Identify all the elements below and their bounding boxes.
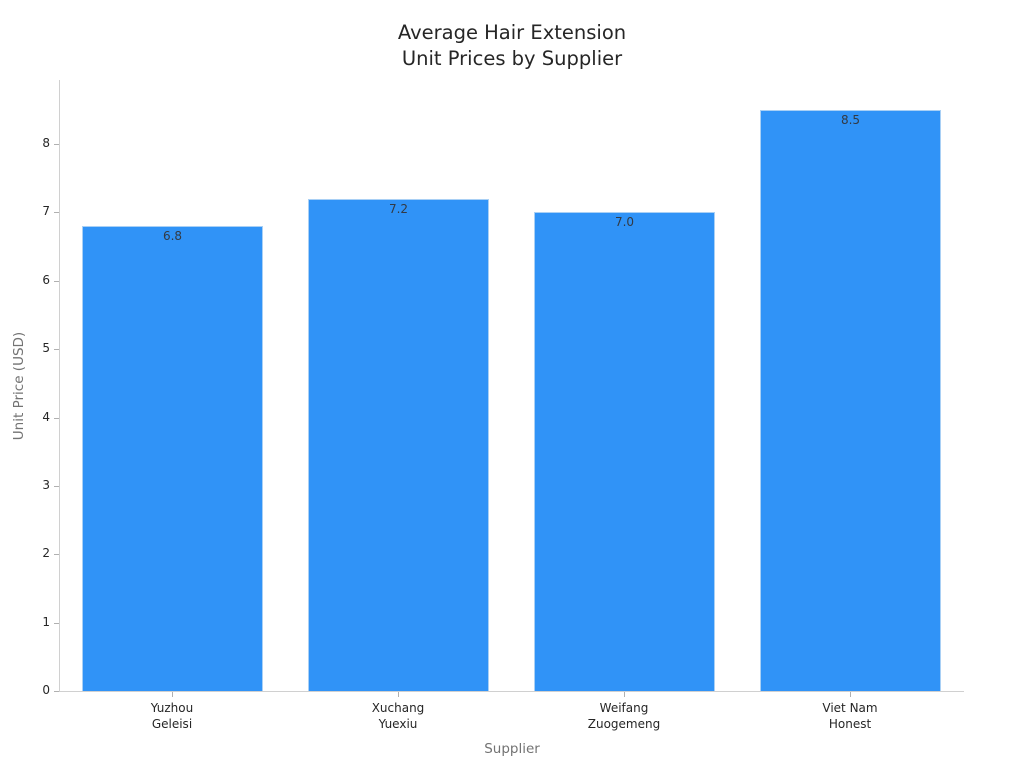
y-tick: [54, 486, 59, 487]
bar-yuzhou-geleisi: [82, 226, 263, 691]
y-tick-label: 1: [42, 615, 50, 629]
x-tick-label-line: Viet Nam: [822, 701, 878, 715]
y-tick: [54, 212, 59, 213]
y-tick-label: 2: [42, 546, 50, 560]
y-tick: [54, 349, 59, 350]
x-tick-label-line: Honest: [828, 717, 872, 731]
y-tick-label: 6: [42, 273, 50, 287]
x-tick-label: Viet Nam Honest: [760, 700, 940, 732]
y-tick: [54, 691, 59, 692]
y-tick-label: 0: [42, 683, 50, 697]
y-tick-label: 3: [42, 478, 50, 492]
bar-viet-nam-honest: [760, 110, 941, 691]
y-axis-line: [59, 80, 60, 692]
bar-value-label: 7.0: [614, 215, 635, 229]
x-tick-label-line: Yuexiu: [378, 717, 418, 731]
bar-xuchang-yuexiu: [308, 199, 489, 691]
x-tick-label: Yuzhou Geleisi: [82, 700, 262, 732]
y-tick-label: 5: [42, 341, 50, 355]
chart-title-line-1: Average Hair Extension: [397, 21, 627, 44]
x-tick-label-line: Xuchang: [371, 701, 425, 715]
x-axis-line: [59, 691, 964, 692]
y-tick: [54, 623, 59, 624]
x-tick-label-line: Weifang: [599, 701, 649, 715]
y-tick: [54, 554, 59, 555]
x-tick: [172, 692, 173, 697]
x-tick-label-line: Yuzhou: [150, 701, 194, 715]
x-tick-label-line: Geleisi: [151, 717, 193, 731]
x-tick: [398, 692, 399, 697]
bar-value-label: 8.5: [840, 113, 861, 127]
y-axis-label: Unit Price (USD): [11, 331, 27, 441]
chart-title: Average Hair Extension Unit Prices by Su…: [0, 20, 1024, 72]
bar-weifang-zuogemeng: [534, 212, 715, 691]
x-tick-label: Weifang Zuogemeng: [534, 700, 714, 732]
y-tick-label: 4: [42, 410, 50, 424]
x-tick-label: Xuchang Yuexiu: [308, 700, 488, 732]
y-tick-label: 8: [42, 136, 50, 150]
bar-value-label: 6.8: [162, 229, 183, 243]
x-tick-label-line: Zuogemeng: [587, 717, 661, 731]
y-tick-label: 7: [42, 204, 50, 218]
y-tick: [54, 281, 59, 282]
x-tick: [850, 692, 851, 697]
y-tick: [54, 144, 59, 145]
x-tick: [624, 692, 625, 697]
y-tick: [54, 418, 59, 419]
chart-title-line-2: Unit Prices by Supplier: [401, 47, 623, 70]
x-axis-label: Supplier: [484, 741, 540, 757]
bar-value-label: 7.2: [388, 202, 409, 216]
